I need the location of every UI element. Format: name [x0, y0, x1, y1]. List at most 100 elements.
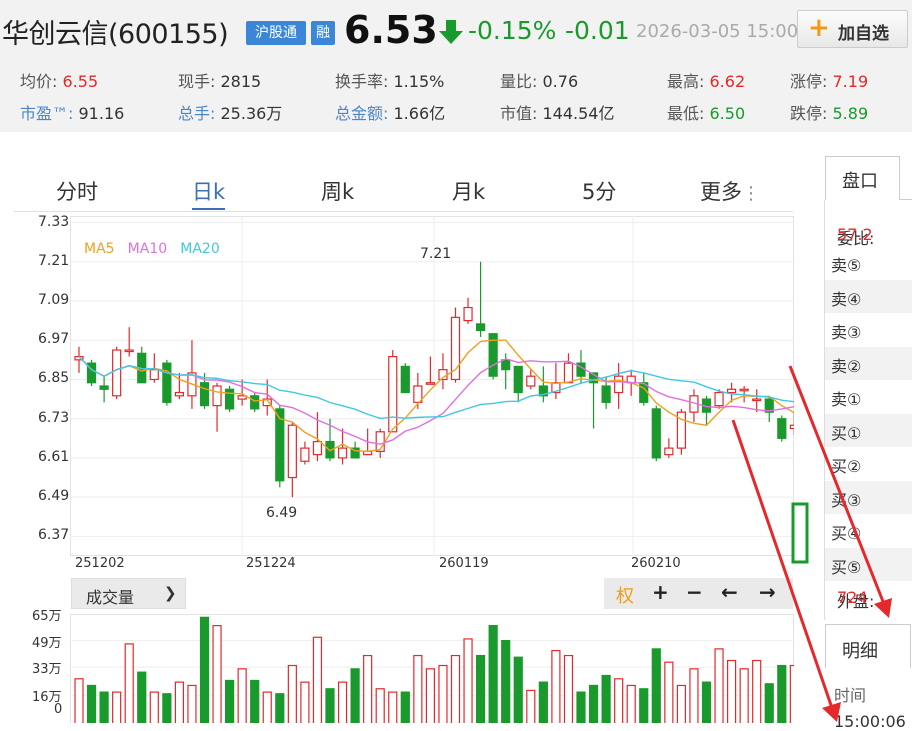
volume-bar: [789, 664, 794, 723]
candle-body: [312, 440, 323, 456]
candle-body: [714, 391, 724, 407]
chart-toolbar: 权 + − ← →: [604, 578, 793, 609]
hgt-badge[interactable]: 沪股通: [246, 21, 306, 45]
candle-body: [651, 408, 661, 459]
volume-bar: [187, 684, 197, 723]
zoom-in-icon[interactable]: +: [652, 580, 669, 604]
outer-volume-row: 外盘: 724: [825, 576, 912, 611]
candle-body: [74, 355, 84, 361]
candle-body: [789, 424, 794, 430]
indicator-select[interactable]: 成交量 ❯: [71, 578, 186, 609]
stat-total-vol: 总手: 25.36万: [178, 100, 282, 124]
volume-bar: [551, 649, 561, 723]
volume-bar: [225, 679, 235, 723]
candle-body: [237, 395, 247, 400]
candle-body: [614, 375, 624, 394]
stat-value: 5.89: [832, 104, 869, 123]
candle-body: [739, 388, 749, 392]
tab-intraday[interactable]: 分时: [56, 180, 98, 204]
price-tick-label: 6.49: [38, 488, 70, 505]
legend-ma10: MA10: [127, 241, 168, 257]
stat-label[interactable]: 市盈™:: [20, 104, 74, 123]
tab-monthly-k[interactable]: 月k: [452, 180, 486, 204]
stat-value: 2815: [220, 72, 262, 91]
stat-value: 0.76: [542, 72, 579, 91]
price-tick-label: 6.37: [38, 527, 70, 544]
order-ratio-row: 委比: 57.2: [825, 213, 912, 248]
rights-icon[interactable]: 权: [616, 586, 634, 607]
stat-value: 6.62: [709, 72, 746, 91]
legend-ma5: MA5: [84, 241, 115, 257]
add-watchlist-button[interactable]: + 加自选: [797, 10, 908, 48]
volume-bar: [601, 674, 611, 723]
volume-bar: [689, 668, 699, 723]
stat-vol-ratio: 量比: 0.76: [500, 68, 578, 92]
volume-bar: [149, 691, 159, 723]
right-arrow-icon[interactable]: →: [759, 580, 776, 604]
margin-badge[interactable]: 融: [311, 21, 335, 45]
order-book-level: 买①: [831, 423, 862, 443]
volume-bar: [513, 656, 523, 723]
tab-order-book[interactable]: 盘口: [825, 156, 900, 200]
volume-bar: [199, 616, 210, 723]
volume-bar: [312, 636, 323, 723]
volume-bar: [726, 659, 737, 723]
volume-bar: [400, 691, 410, 723]
stat-label[interactable]: 总手:: [178, 104, 216, 123]
stat-label[interactable]: 总金额:: [335, 104, 389, 123]
stat-label: 现手:: [178, 72, 216, 91]
candle-body: [413, 385, 423, 403]
stat-label: 市值:: [500, 104, 538, 123]
tab-more[interactable]: 更多⋮: [700, 176, 760, 206]
stat-label: 换手率:: [335, 72, 389, 91]
order-book-row: 买①: [825, 413, 912, 447]
tab-5min[interactable]: 5分: [582, 180, 617, 204]
candle-body: [764, 398, 774, 413]
order-book-row: 买③: [825, 480, 912, 514]
candle-body: [112, 349, 122, 397]
stat-turnover: 换手率: 1.15%: [335, 68, 444, 92]
date-tick-label: 251224: [246, 556, 296, 571]
volume-bar: [237, 668, 247, 723]
vertical-dots-icon: ⋮: [742, 183, 760, 204]
zoom-out-icon[interactable]: −: [686, 580, 703, 604]
tab-trade-detail[interactable]: 明细: [825, 624, 911, 668]
stat-label: 涨停:: [790, 72, 828, 91]
price-tick-label: 7.09: [38, 292, 70, 308]
volume-bar: [476, 654, 486, 723]
tab-order-book-label: 盘口: [842, 171, 878, 192]
candle-body: [174, 391, 185, 397]
candle-body: [777, 418, 787, 439]
candle-body: [450, 316, 461, 381]
candle-body: [400, 365, 410, 394]
volume-bar: [99, 691, 109, 723]
candle-body: [287, 424, 297, 479]
ma10-line: [78, 356, 794, 445]
order-book-row: 卖④: [825, 279, 912, 313]
stat-pe: 市盈™: 91.16: [20, 100, 124, 124]
candle-body: [275, 408, 285, 482]
down-arrow-icon: [439, 20, 463, 44]
order-book-row: 买②: [825, 447, 912, 480]
volume-bar: [450, 654, 461, 723]
volume-chart[interactable]: [70, 614, 794, 723]
left-arrow-icon[interactable]: ←: [721, 580, 738, 604]
tab-daily-k[interactable]: 日k: [192, 180, 226, 204]
candle-body: [225, 388, 235, 410]
plus-icon: +: [808, 13, 830, 43]
candle-body: [752, 398, 762, 402]
order-book-row: 卖①: [825, 380, 912, 413]
candle-body: [199, 382, 210, 407]
stat-limit-down: 跌停: 5.89: [790, 100, 868, 124]
candlestick-chart[interactable]: 7.21 6.49: [70, 216, 794, 556]
order-book-level: 卖③: [831, 323, 862, 342]
min-price-label: 6.49: [266, 505, 297, 521]
volume-bar: [701, 681, 712, 723]
tab-weekly-k[interactable]: 周k: [321, 180, 355, 204]
candle-body: [538, 385, 548, 397]
chevron-down-icon: ❯: [164, 584, 177, 602]
stat-value: 6.50: [709, 104, 746, 123]
order-book-level: 卖②: [831, 356, 862, 376]
volume-bar: [137, 671, 147, 723]
volume-bar: [250, 679, 260, 723]
